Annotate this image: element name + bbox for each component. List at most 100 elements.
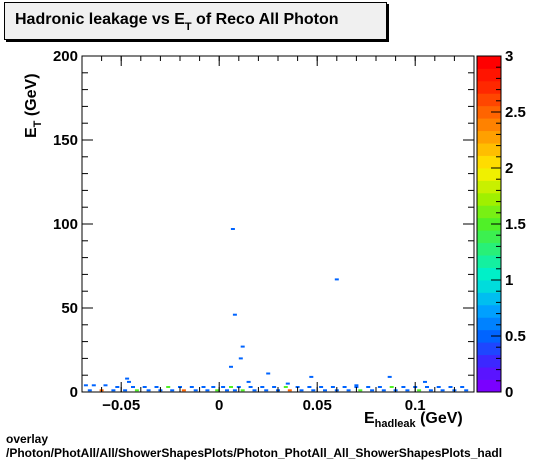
heatmap-cell bbox=[221, 386, 226, 388]
heatmap-cell bbox=[389, 386, 394, 388]
heatmap-cell bbox=[299, 389, 304, 392]
heatmap-cell bbox=[240, 345, 245, 348]
z-tick-label: 2.5 bbox=[505, 104, 526, 121]
footer-line-1: overlay bbox=[6, 432, 49, 446]
chart-title: Hadronic leakage vs ET of Reco All Photo… bbox=[15, 11, 339, 33]
chart-title-tail: of Reco All Photon bbox=[191, 11, 339, 28]
x-axis-label: Ehadleak (GeV) bbox=[364, 410, 463, 430]
color-scale-band bbox=[477, 379, 501, 393]
chart-title-sub: T bbox=[184, 21, 192, 33]
axes: −0.05 0 0.05 0.1 0 50 100 150 200 bbox=[53, 48, 475, 414]
y-tick-label: 0 bbox=[70, 384, 78, 401]
color-scale-band bbox=[477, 56, 501, 69]
heatmap-cell bbox=[264, 389, 269, 392]
color-scale-band bbox=[477, 367, 501, 380]
heatmap-cell bbox=[181, 389, 186, 392]
x-tick-label: −0.05 bbox=[102, 397, 140, 414]
color-scale-band bbox=[477, 168, 501, 181]
heatmap-cell bbox=[205, 389, 210, 392]
heatmap-cell bbox=[115, 386, 120, 388]
color-scale-band bbox=[477, 93, 501, 107]
heatmap-cell bbox=[428, 389, 433, 392]
heatmap-cell bbox=[225, 389, 229, 392]
heatmap-cell bbox=[230, 228, 235, 230]
heatmap-cell bbox=[283, 386, 288, 388]
color-scale-band bbox=[477, 192, 501, 206]
heatmap-cell bbox=[423, 380, 427, 383]
heatmap-cell bbox=[272, 386, 277, 388]
plot-frame bbox=[81, 55, 475, 393]
heatmap-cell bbox=[166, 386, 171, 388]
heatmap-cell bbox=[354, 384, 359, 387]
heatmap-cell bbox=[232, 389, 237, 392]
heatmap-cell bbox=[381, 389, 386, 392]
heatmap-cell bbox=[123, 389, 128, 392]
y-axis-label-main: E bbox=[23, 127, 40, 138]
heatmap-cell bbox=[246, 380, 251, 383]
heatmap-cell bbox=[448, 386, 453, 388]
heatmap-cell bbox=[91, 384, 96, 387]
heatmap-cell bbox=[330, 386, 335, 388]
chart-title-main: Hadronic leakage vs E bbox=[15, 11, 185, 28]
heatmap-cell bbox=[252, 389, 257, 392]
x-axis-label-main: E bbox=[364, 410, 375, 427]
footer-line-2: /Photon/PhotAll/All/ShowerShapesPlots/Ph… bbox=[6, 446, 503, 460]
color-scale-band bbox=[477, 292, 501, 306]
heatmap-cell bbox=[266, 372, 271, 375]
heatmap-cell bbox=[146, 389, 151, 392]
color-scale-band bbox=[477, 342, 501, 356]
color-scale-band bbox=[477, 354, 501, 368]
color-scale-band bbox=[477, 242, 501, 256]
heatmap-cell bbox=[83, 384, 88, 387]
footer-path: overlay /Photon/PhotAll/All/ShowerShapes… bbox=[6, 432, 502, 460]
z-tick-label: 1 bbox=[505, 272, 513, 289]
y-axis-label-sub: T bbox=[32, 120, 44, 127]
z-tick-label: 2 bbox=[505, 160, 513, 177]
heatmap-cell bbox=[248, 386, 253, 388]
heatmap-cell bbox=[387, 375, 392, 378]
color-scale-band bbox=[477, 105, 501, 119]
heatmap-cell bbox=[346, 389, 351, 392]
heatmap-cell bbox=[260, 386, 265, 388]
heatmap-cell bbox=[232, 313, 237, 316]
heatmap-cell bbox=[127, 380, 131, 383]
heatmap-cell bbox=[334, 278, 339, 281]
color-scale-band bbox=[477, 80, 501, 94]
heatmap-cell bbox=[309, 375, 314, 378]
color-scale-band bbox=[477, 130, 501, 144]
z-tick-label: 0.5 bbox=[505, 328, 526, 345]
color-scale-band bbox=[477, 118, 501, 132]
heatmap-cell bbox=[211, 386, 216, 388]
heatmap-cell bbox=[170, 389, 175, 392]
heatmap-cell bbox=[311, 389, 316, 392]
heatmap-cell bbox=[189, 386, 194, 388]
heatmap-cell bbox=[307, 386, 312, 388]
heatmap-cell bbox=[103, 384, 108, 387]
color-scale-band bbox=[477, 255, 501, 268]
color-scale-band bbox=[477, 267, 501, 281]
color-scale: 0 0.5 1 1.5 2 2.5 3 bbox=[476, 48, 526, 401]
color-scale-band bbox=[477, 329, 501, 343]
color-scale-band bbox=[477, 205, 501, 219]
color-scale-band bbox=[477, 280, 501, 293]
heatmap-cell bbox=[425, 386, 429, 388]
color-scale-band bbox=[477, 155, 501, 169]
x-tick-label: 0.05 bbox=[303, 397, 332, 414]
heatmap-cell bbox=[238, 357, 243, 360]
heatmap-cell bbox=[417, 389, 422, 392]
heatmap-cell bbox=[464, 389, 469, 392]
color-scale-band bbox=[477, 217, 501, 231]
heatmap-cell bbox=[287, 389, 292, 392]
heatmap-cell bbox=[366, 386, 371, 388]
chart-title-box: Hadronic leakage vs ET of Reco All Photo… bbox=[4, 2, 387, 40]
heatmap-cell bbox=[111, 389, 116, 392]
heatmap-cell bbox=[154, 386, 159, 388]
color-scale-band bbox=[477, 317, 501, 331]
heatmap-cell bbox=[229, 386, 233, 388]
heatmap-cell bbox=[323, 389, 327, 392]
x-tick-label: 0.1 bbox=[405, 397, 426, 414]
z-tick-label: 1.5 bbox=[505, 216, 526, 233]
heatmap-cell bbox=[240, 389, 245, 392]
heatmap-cell bbox=[405, 389, 410, 392]
